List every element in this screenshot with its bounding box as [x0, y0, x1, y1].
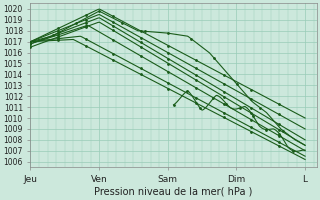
X-axis label: Pression niveau de la mer( hPa ): Pression niveau de la mer( hPa ) [94, 187, 253, 197]
